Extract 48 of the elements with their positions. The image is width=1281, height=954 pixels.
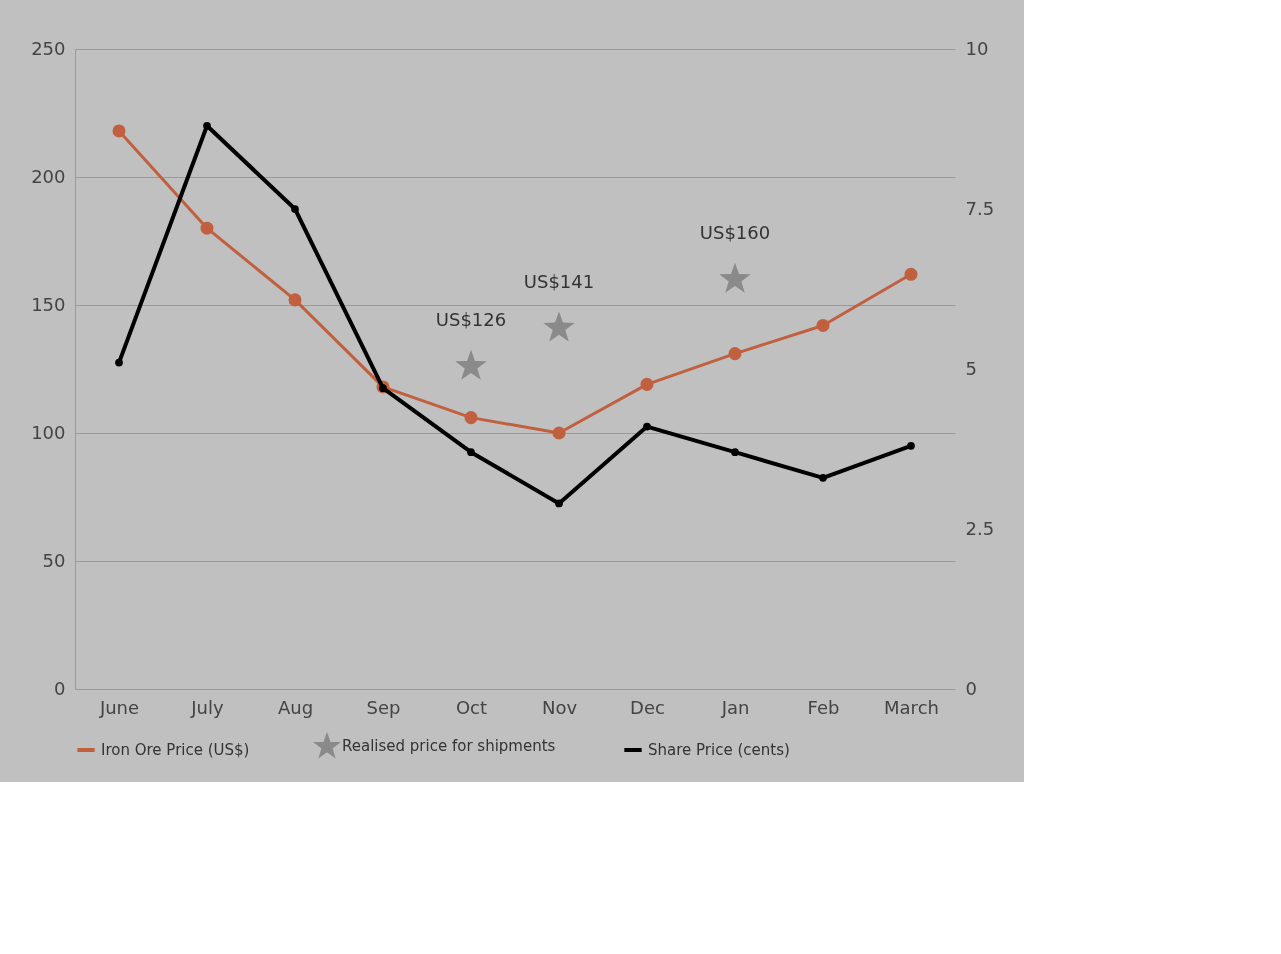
- x-tick-label: Jan: [720, 696, 750, 718]
- x-tick-label: July: [190, 696, 225, 718]
- point: [907, 441, 915, 450]
- point: [455, 349, 487, 380]
- point: [291, 205, 299, 213]
- x-tick-label: Feb: [807, 696, 840, 718]
- point: [819, 473, 827, 482]
- point: [640, 377, 654, 391]
- point: [203, 121, 211, 130]
- y-tick-label: 50: [42, 549, 66, 571]
- data-label: US$141: [523, 271, 595, 293]
- point: [467, 448, 475, 457]
- point: [552, 426, 566, 440]
- point: [115, 358, 123, 367]
- point: [731, 448, 739, 457]
- x-tick-label: Oct: [455, 696, 488, 718]
- legend-label: Share Price (cents): [648, 741, 790, 759]
- y-tick-label: 100: [31, 421, 66, 443]
- point: [200, 221, 214, 235]
- point: [543, 311, 575, 342]
- data-label: US$160: [699, 222, 771, 244]
- x-tick-label: Nov: [541, 696, 578, 718]
- point: [719, 262, 751, 293]
- point: [555, 499, 563, 508]
- data-label: US$126: [435, 309, 507, 331]
- legend-label: Realised price for shipments: [342, 737, 556, 756]
- point: [816, 318, 830, 332]
- point: [112, 124, 126, 138]
- point: [464, 411, 478, 425]
- y2-tick-label: 2.5: [965, 517, 995, 539]
- y-tick-label: 150: [31, 293, 66, 315]
- x-tick-label: June: [98, 696, 140, 718]
- y-tick-label: 250: [31, 37, 66, 59]
- point: [728, 347, 742, 361]
- y-tick-label: 200: [31, 165, 66, 187]
- point: [643, 422, 651, 431]
- point: [904, 267, 918, 281]
- x-tick-label: Sep: [366, 696, 401, 718]
- y-tick-label: 0: [54, 677, 66, 699]
- y2-tick-label: 10: [965, 37, 989, 59]
- legend-label: Iron Ore Price (US$): [101, 741, 250, 759]
- x-tick-label: Dec: [630, 696, 665, 718]
- y2-tick-label: 5: [965, 357, 977, 379]
- x-tick-label: March: [884, 696, 939, 718]
- point: [288, 293, 302, 307]
- y2-tick-label: 7.5: [965, 197, 995, 219]
- x-tick-label: Aug: [277, 696, 314, 718]
- y2-tick-label: 0: [965, 677, 977, 699]
